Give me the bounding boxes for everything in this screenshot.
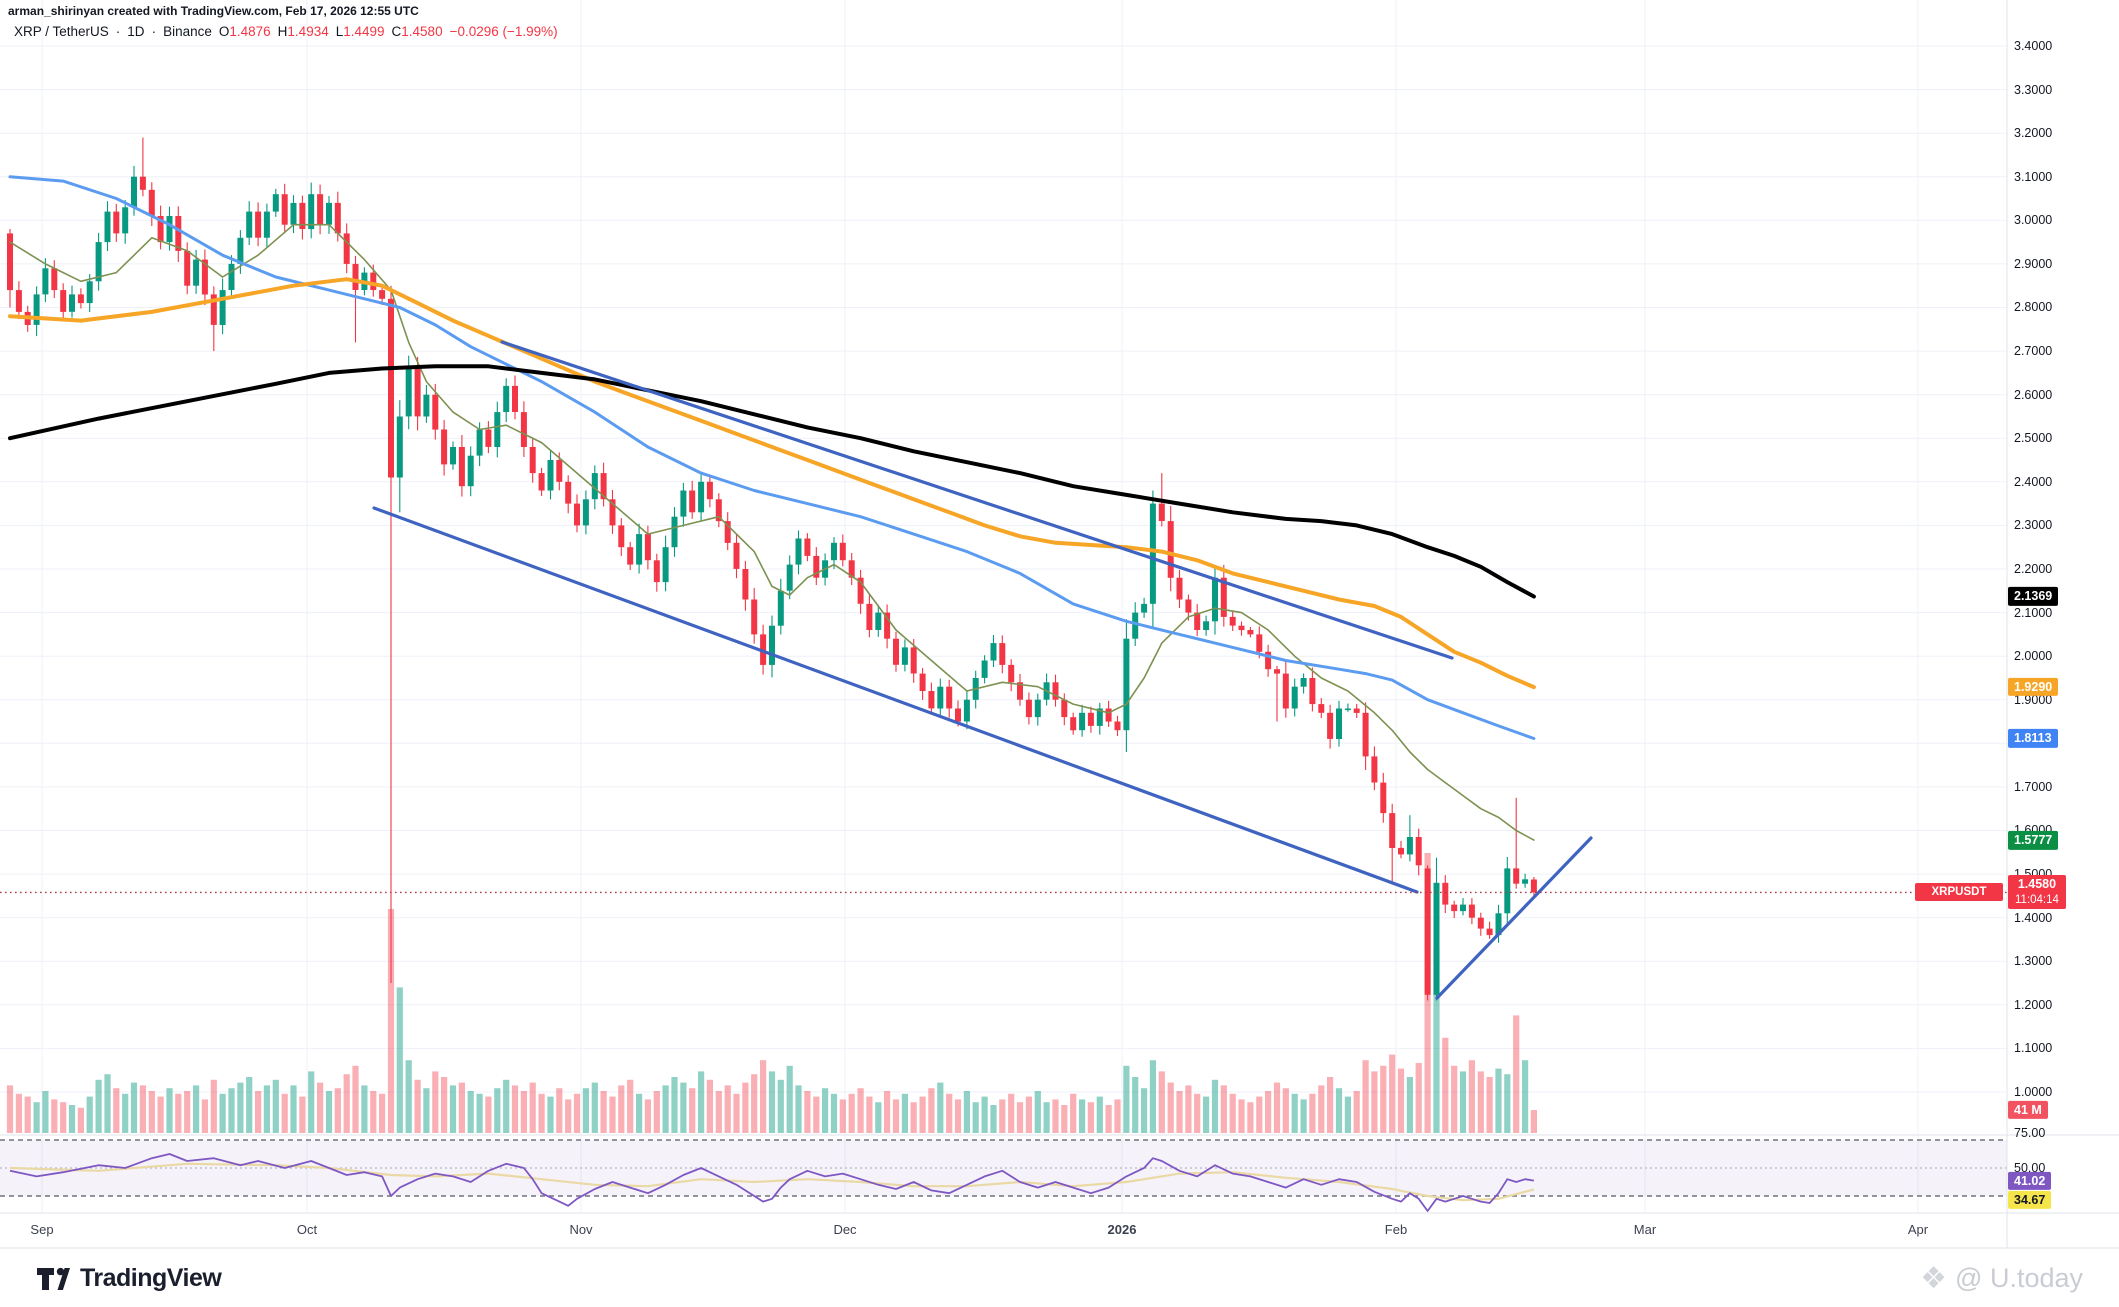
- chart-plot-area[interactable]: [0, 0, 2119, 1250]
- symbol-name[interactable]: XRP / TetherUS: [14, 24, 109, 39]
- ema-20-line: [9, 223, 1535, 841]
- ohlc-close: C1.4580: [391, 24, 443, 39]
- price-tick-label: 2.3000: [2014, 518, 2053, 533]
- price-tick-label: 3.4000: [2014, 39, 2053, 53]
- time-tick-label-apr: Apr: [1907, 1222, 1929, 1237]
- ma100-value-badge: 1.9290: [2008, 677, 2059, 697]
- price-tick-label: 2.1000: [2014, 605, 2053, 620]
- interval-label[interactable]: 1D: [127, 24, 145, 39]
- volume-value-badge: 41 M: [2008, 1100, 2048, 1120]
- rsi-ma-value-badge: 34.67: [2008, 1190, 2052, 1209]
- symbol-price-tag: XRPUSDT: [1915, 883, 2003, 902]
- ma50-value-badge: 1.8113: [2008, 729, 2058, 748]
- price-tick-label: 2.6000: [2014, 387, 2053, 402]
- tradingview-logo[interactable]: TradingView: [36, 1264, 222, 1293]
- time-tick-label-mar: Mar: [1633, 1222, 1657, 1237]
- ohlc-high: H1.4934: [277, 24, 329, 39]
- exchange-label: Binance: [163, 24, 212, 39]
- price-tick-label: 1.1000: [2014, 1041, 2053, 1056]
- ema20-value-badge: 1.5777: [2008, 831, 2059, 850]
- ma200-value-badge: 2.1369: [2008, 587, 2059, 606]
- price-tick-label: 3.3000: [2014, 82, 2053, 97]
- sma-100-line: [8, 277, 1536, 690]
- price-tick-label: 1.2000: [2014, 997, 2053, 1012]
- time-tick-label-2026: 2026: [1107, 1222, 1137, 1237]
- channel-lower-trendline[interactable]: [372, 506, 1419, 894]
- rsi-line: [9, 1153, 1535, 1212]
- separator-dot: ·: [151, 24, 157, 39]
- ohlc-open: O1.4876: [218, 24, 271, 39]
- separator-dot: ·: [115, 24, 121, 39]
- price-tick-label: 1.9000: [2014, 692, 2053, 707]
- time-tick-label-sep: Sep: [30, 1222, 54, 1237]
- bar-countdown: 11:04:14: [2015, 894, 2059, 907]
- rsi-value-badge: 41.02: [2008, 1171, 2052, 1190]
- rsi-tick-label: 75.00: [2014, 1126, 2046, 1140]
- price-tick-label: 2.9000: [2014, 256, 2053, 271]
- price-axis[interactable]: [2007, 0, 2119, 1248]
- change-label: −0.0296 (−1.99%): [449, 24, 558, 39]
- ohlc-low: L1.4499: [335, 24, 385, 39]
- price-tick-label: 2.4000: [2014, 474, 2053, 489]
- price-tick-label: 1.0000: [2014, 1084, 2053, 1099]
- chart-footer: TradingView ❖ @ U.today: [0, 1250, 2119, 1307]
- price-tick-label: 2.5000: [2014, 431, 2053, 446]
- chart-credit-line: arman_shirinyan created with TradingView…: [8, 4, 419, 18]
- price-tick-label: 3.2000: [2014, 126, 2053, 141]
- price-tick-label: 2.7000: [2014, 344, 2053, 359]
- current-price-badge: 1.4580 11:04:14: [2008, 875, 2066, 910]
- symbol-bar[interactable]: XRP / TetherUS · 1D · Binance O1.4876 H1…: [14, 24, 558, 39]
- price-tick-label: 3.1000: [2014, 169, 2053, 184]
- price-tick-label: 2.8000: [2014, 300, 2053, 315]
- rsi-ma-line: [9, 1162, 1535, 1202]
- time-tick-label-oct: Oct: [296, 1222, 318, 1237]
- time-axis[interactable]: [0, 1213, 2007, 1248]
- time-tick-label-nov: Nov: [569, 1222, 593, 1237]
- volume-series: [6, 853, 1537, 1133]
- price-tick-label: 1.3000: [2014, 954, 2053, 969]
- tradingview-logo-icon: [37, 1267, 70, 1290]
- channel-upper-trendline[interactable]: [500, 340, 1454, 660]
- price-tick-label: 3.0000: [2014, 213, 2053, 228]
- price-tick-label: 1.4000: [2014, 910, 2053, 925]
- utoday-watermark-text: @ U.today: [1955, 1263, 2083, 1293]
- price-tick-label: 1.7000: [2014, 779, 2053, 794]
- time-tick-label-dec: Dec: [833, 1222, 857, 1237]
- utoday-watermark: ❖ @ U.today: [1920, 1261, 2083, 1296]
- price-tick-label: 2.0000: [2014, 649, 2053, 664]
- price-tick-label: 2.2000: [2014, 561, 2053, 576]
- time-tick-label-feb: Feb: [1384, 1222, 1408, 1237]
- tradingview-logo-text: TradingView: [80, 1264, 222, 1292]
- rising-support-trendline[interactable]: [1435, 836, 1593, 1000]
- utoday-diamond-icon: ❖: [1920, 1262, 1948, 1295]
- current-price-value: 1.4580: [2017, 877, 2057, 892]
- sma-200-line: [8, 364, 1536, 599]
